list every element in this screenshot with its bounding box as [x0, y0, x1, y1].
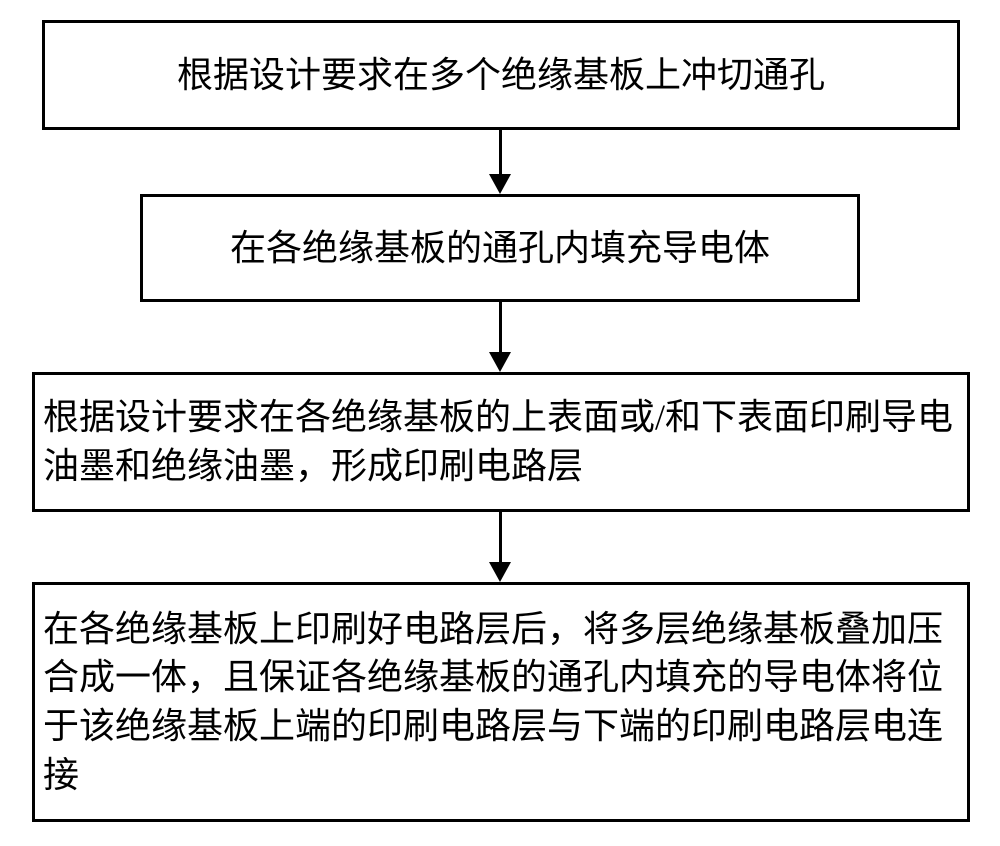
flow-arrow-1-head: [489, 174, 511, 194]
flow-arrow-3-head: [489, 562, 511, 582]
flow-step-3-text: 根据设计要求在各绝缘基板的上表面或/和下表面印刷导电油墨和绝缘油墨，形成印刷电路…: [43, 393, 955, 490]
flow-step-4: 在各绝缘基板上印刷好电路层后，将多层绝缘基板叠加压合成一体，且保证各绝缘基板的通…: [32, 582, 970, 822]
flow-arrow-1-line: [499, 130, 502, 174]
flow-arrow-2-line: [499, 302, 502, 352]
flow-step-1-text: 根据设计要求在多个绝缘基板上冲切通孔: [75, 51, 927, 100]
flow-step-3: 根据设计要求在各绝缘基板的上表面或/和下表面印刷导电油墨和绝缘油墨，形成印刷电路…: [32, 372, 970, 512]
flow-arrow-2-head: [489, 352, 511, 372]
flow-step-2-text: 在各绝缘基板的通孔内填充导电体: [163, 224, 837, 273]
flow-step-2: 在各绝缘基板的通孔内填充导电体: [140, 194, 860, 302]
flow-step-1: 根据设计要求在多个绝缘基板上冲切通孔: [42, 20, 960, 130]
flow-arrow-3-line: [499, 512, 502, 562]
flow-step-4-text: 在各绝缘基板上印刷好电路层后，将多层绝缘基板叠加压合成一体，且保证各绝缘基板的通…: [43, 605, 955, 799]
